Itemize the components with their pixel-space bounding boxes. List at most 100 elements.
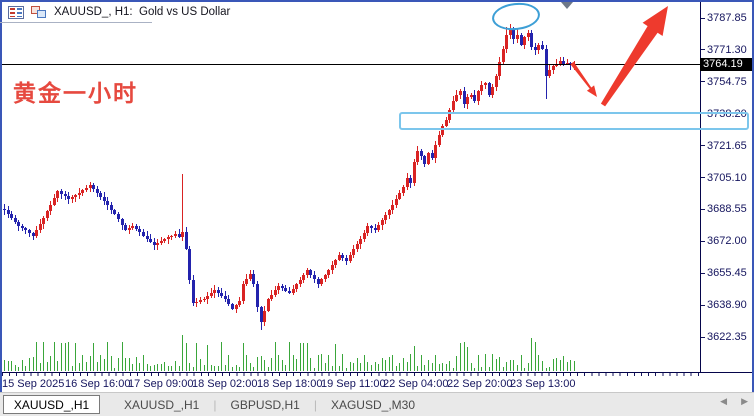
tab-xauusd-h1[interactable]: XAUUSD_,H1 [124,397,200,412]
volume-bar [360,362,362,371]
time-axis[interactable]: 15 Sep 2025 16 Sep 16:00 17 Sep 09:00 18 Se… [0,373,754,392]
candle-body [263,310,267,323]
candle-body [184,231,188,250]
volume-bar [349,362,351,371]
candle-body [288,290,291,294]
volume-bar [399,363,401,371]
volume-bar [356,357,358,371]
candle-body [409,177,413,184]
volume-bar [82,354,84,371]
tab-xauusd-h1-active[interactable]: XAUUSD_,H1 [3,395,100,414]
candle-wick [370,225,372,233]
price-axis[interactable]: 3787.85 3771.30 3754.75 3738.20 3721.65 3705.… [701,0,754,372]
volume-bar [335,343,337,371]
candle-body [280,285,284,289]
candle-body [70,196,74,199]
volume-bar [71,366,73,371]
volume-bar [150,366,152,371]
candle-body [88,185,92,188]
candle-body [412,162,416,184]
candle-body [198,300,202,302]
candle-body [362,232,366,240]
candle-wick [182,173,184,241]
support-zone-rectangle[interactable] [399,112,749,130]
tab-scroll-right-icon[interactable]: ▶ [741,396,748,406]
volume-bar [481,366,483,371]
volume-bar [278,355,280,371]
volume-bar [167,366,169,371]
tab-xagusd-m30[interactable]: XAGUSD_,M30 [330,397,415,412]
candle-body [174,233,177,236]
tab-gbpusd-h1[interactable]: GBPUSD,H1 [230,397,300,412]
candle-body [259,306,263,323]
volume-bar [199,359,201,371]
candle-body [220,292,224,296]
candle-body [245,278,249,284]
candle-body [191,279,195,303]
volume-bar [328,354,330,371]
candle-body [45,211,49,219]
candle-body [469,94,473,97]
candle-body [302,275,306,280]
chart-windows-icon[interactable] [31,5,47,19]
candle-body [270,294,274,300]
candle-body [512,29,516,39]
candle-body [117,214,120,220]
candle-body [491,87,495,95]
tab-scroll-buttons: ◀ ▶ [720,396,748,407]
volume-bar [524,367,526,371]
candle-body [498,62,502,76]
candle-body [430,152,434,159]
chart-title: XAUUSD_, H1: Gold vs US Dollar [54,6,231,18]
candle-wick [75,194,77,202]
volume-bar [289,342,290,371]
candle-body [355,244,359,250]
volume-bar [296,359,298,371]
volume-bar [342,354,344,371]
chart-tab-bar: XAUUSD_,H1 XAUUSD_,H1 | GBPUSD,H1 | XAGUSD_,… [0,392,754,416]
volume-bar [281,360,283,371]
volume-bar [435,355,437,371]
volume-bar [499,356,501,371]
candle-body [84,187,88,191]
volume-bar [28,357,30,371]
tab-scroll-left-icon[interactable]: ◀ [720,396,728,406]
candle-body [181,231,185,238]
volume-bar [21,359,23,371]
volume-bar [175,360,176,371]
candle-body [248,274,252,279]
candle-body [416,150,420,163]
candle-body [195,301,199,303]
candle-body [451,100,455,111]
volume-bar [570,360,572,371]
candle-body [266,299,270,311]
volume-bar [410,353,412,371]
volume-bar [160,363,162,371]
chart-properties-icon[interactable] [8,5,24,19]
candle-wick [32,231,34,241]
volume-bar [363,355,365,371]
volume-bar [417,365,419,371]
price-tick-label: 3688.55 [701,203,747,215]
candle-body [74,195,78,197]
volume-bar [527,363,529,371]
time-axis-label: 16 Sep 16:00 [65,378,131,390]
volume-bar [61,343,62,371]
chart-plot-area[interactable] [0,0,700,372]
candle-body [380,220,384,225]
volume-bar [242,343,244,371]
chart-shift-marker-icon[interactable] [561,2,573,9]
volume-bar [239,366,241,371]
tab-separator: | [213,397,217,412]
candle-body [295,284,299,289]
volume-bar [563,355,565,371]
volume-bar [32,357,34,371]
volume-bar [306,342,308,371]
candle-body [448,110,452,120]
volume-bar [25,366,27,371]
candle-body [533,46,537,51]
volume-bar [574,360,575,371]
candle-body [426,152,430,165]
volume-bar [492,353,494,371]
volume-bar [207,345,209,371]
